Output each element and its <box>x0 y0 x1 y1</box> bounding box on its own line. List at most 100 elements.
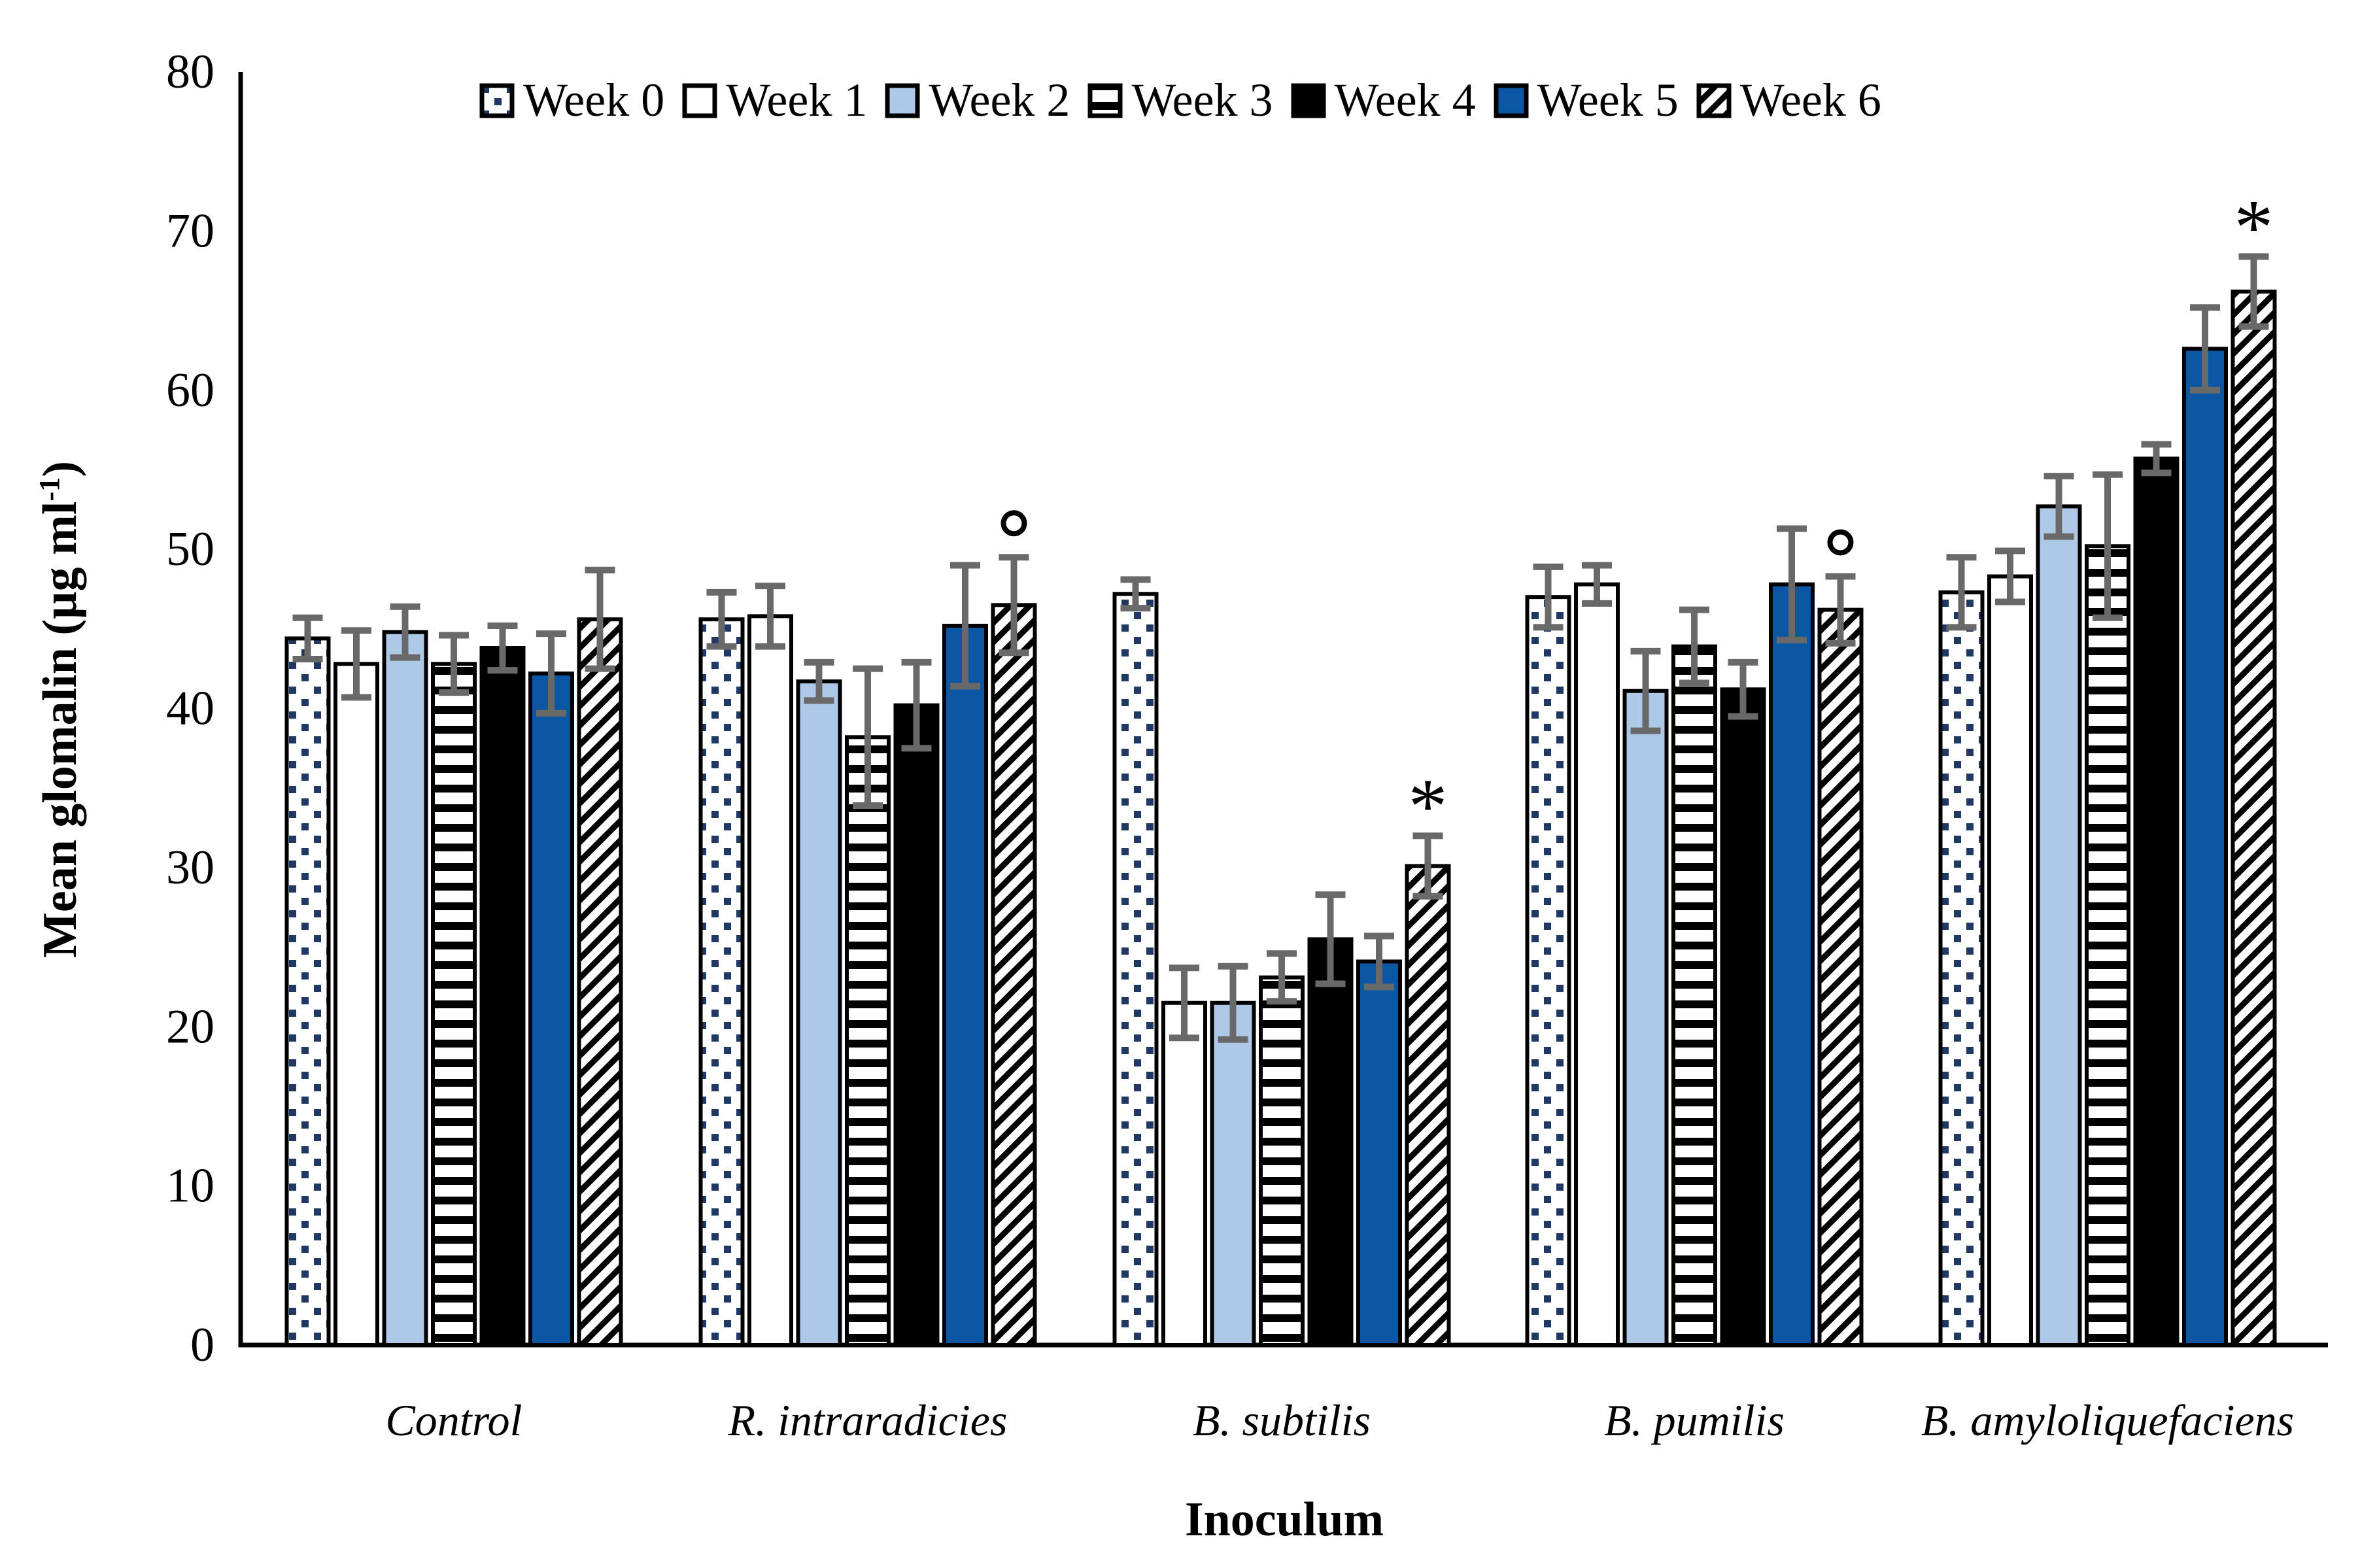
bar-week-5 <box>2182 347 2228 1347</box>
bar-week-4 <box>2133 456 2180 1347</box>
error-bar <box>950 562 980 690</box>
error-bar <box>1364 932 1394 991</box>
y-tick-label: 30 <box>166 841 214 895</box>
legend-swatch <box>1494 83 1529 118</box>
category-label: R. intraradicies <box>728 1395 1008 1445</box>
bar-week-5 <box>942 623 988 1348</box>
error-bar <box>901 658 932 752</box>
bar-week-3 <box>1671 644 1717 1347</box>
error-bar <box>1995 547 2025 605</box>
bar-week-2 <box>796 679 842 1347</box>
bar-week-4 <box>1307 937 1354 1348</box>
error-bar <box>390 603 420 661</box>
annotation-circle <box>1000 510 1027 537</box>
bar-week-6 <box>991 603 1037 1347</box>
legend-label: Week 1 <box>726 74 868 126</box>
bar-week-0 <box>698 617 745 1348</box>
bar-week-1 <box>747 614 793 1347</box>
legend-swatch <box>682 83 717 118</box>
y-tick-label: 70 <box>166 204 214 258</box>
legend-label: Week 6 <box>1739 74 1881 126</box>
bar-week-2 <box>382 630 428 1347</box>
error-bar <box>1630 647 1661 734</box>
bar-week-0 <box>1112 592 1159 1347</box>
legend: Week 0 Week 1 Week 2 Week 3 Week 4 Week 5 Week… <box>0 73 2360 128</box>
legend-item-week-6: Week 6 <box>1696 73 1881 128</box>
legend-label: Week 5 <box>1537 74 1679 126</box>
legend-item-week-1: Week 1 <box>681 73 867 128</box>
bar-week-6 <box>1405 864 1451 1348</box>
y-tick-label: 0 <box>190 1318 214 1372</box>
error-bar <box>1946 554 1977 631</box>
bar-week-0 <box>1525 595 1571 1348</box>
bar-week-6 <box>1817 607 1864 1347</box>
legend-swatch <box>479 83 515 118</box>
y-axis-title-text: Mean glomalin (µg ml <box>33 501 87 958</box>
error-bar <box>341 627 371 701</box>
bar-week-6 <box>2231 289 2277 1347</box>
error-bar <box>1533 563 1564 631</box>
bar-week-1 <box>1987 574 2033 1347</box>
error-bar <box>1777 525 1807 643</box>
legend-item-week-4: Week 4 <box>1290 73 1476 128</box>
x-axis-title: Inoculum <box>1184 1493 1384 1546</box>
bar-week-1 <box>1161 1000 1207 1347</box>
y-axis-title-close: ) <box>33 461 87 477</box>
legend-label: Week 2 <box>929 74 1070 126</box>
legend-item-week-0: Week 0 <box>479 73 664 128</box>
error-bar <box>536 630 566 717</box>
bar-week-3 <box>2085 544 2130 1348</box>
error-bar <box>1120 576 1151 612</box>
legend-swatch <box>1696 83 1732 118</box>
bar-week-2 <box>1210 1000 1256 1347</box>
error-bar <box>1582 562 1612 607</box>
error-bar <box>1169 964 1199 1042</box>
y-tick-label: 60 <box>166 364 214 417</box>
annotation-asterisk: * <box>2234 183 2274 270</box>
y-tick-label: 40 <box>166 682 214 736</box>
error-bar <box>439 632 469 696</box>
bar-week-0 <box>284 636 331 1347</box>
bar-week-3 <box>431 662 477 1347</box>
y-tick-label: 20 <box>166 1000 214 1053</box>
legend-swatch <box>1291 83 1326 118</box>
error-bar <box>1825 573 1856 647</box>
bar-week-4 <box>893 703 940 1347</box>
bar-week-2 <box>1622 689 1669 1347</box>
error-bar <box>1218 963 1248 1043</box>
legend-item-week-5: Week 5 <box>1493 73 1679 128</box>
category-label: Control <box>385 1395 522 1445</box>
error-bar <box>1679 606 1709 687</box>
error-bar <box>853 665 883 809</box>
error-bar <box>2190 304 2220 394</box>
bar-week-5 <box>528 671 574 1347</box>
y-axis-title-sup: -1 <box>33 477 66 502</box>
bar-week-0 <box>1938 590 1985 1347</box>
error-bar <box>1267 950 1297 1005</box>
category-label: B. amyloliquefaciens <box>1921 1395 2294 1445</box>
bar-week-1 <box>1574 582 1620 1347</box>
error-bar <box>2238 253 2269 330</box>
bar-week-5 <box>1769 582 1815 1347</box>
error-bar <box>804 658 834 704</box>
category-label: B. pumilis <box>1604 1395 1785 1445</box>
y-tick-label: 10 <box>166 1159 214 1213</box>
category-label: B. subtilis <box>1193 1395 1371 1445</box>
error-bar <box>585 566 615 672</box>
bar-week-3 <box>1259 975 1305 1347</box>
legend-label: Week 0 <box>523 74 665 126</box>
bar-week-1 <box>333 662 379 1347</box>
legend-swatch <box>885 83 920 118</box>
annotation-circle <box>1827 529 1854 556</box>
legend-label: Week 4 <box>1334 74 1476 126</box>
error-bar <box>2141 441 2172 477</box>
bar-week-4 <box>1720 687 1766 1348</box>
bar-week-6 <box>577 617 623 1348</box>
bar-week-4 <box>479 646 526 1348</box>
legend-label: Week 3 <box>1131 74 1273 126</box>
error-bar <box>2044 473 2074 540</box>
error-bar <box>292 614 323 663</box>
bar-week-3 <box>845 735 891 1347</box>
